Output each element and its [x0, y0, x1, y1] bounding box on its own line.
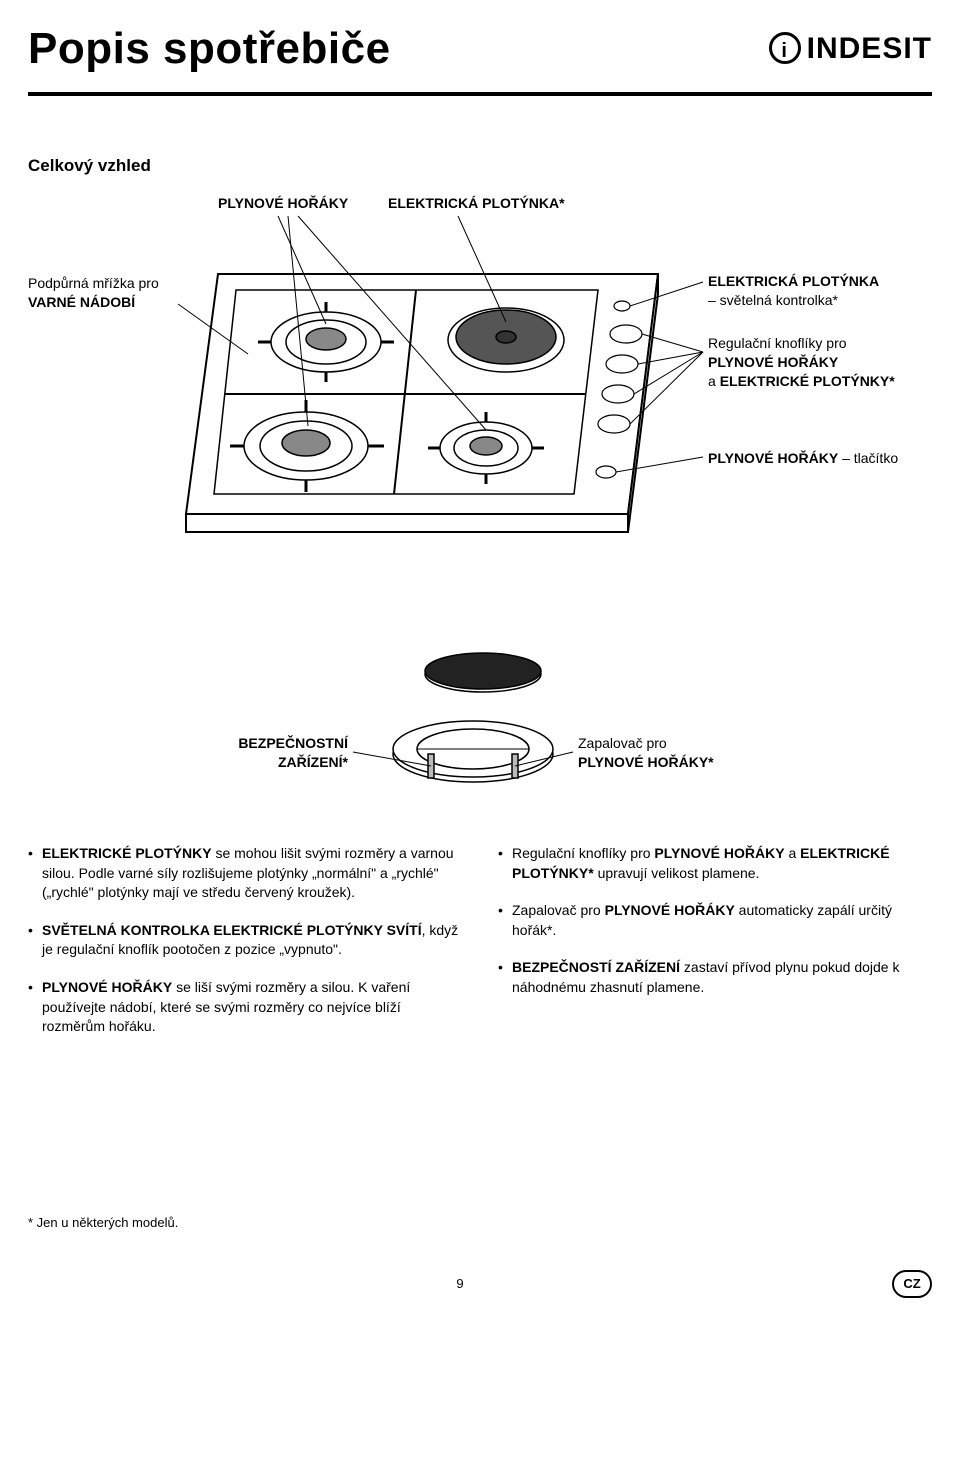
language-badge: CZ — [892, 1270, 932, 1298]
page-title: Popis spotřebiče — [28, 24, 391, 74]
burner-detail-svg — [28, 634, 932, 814]
left-column: ELEKTRICKÉ PLOTÝNKY se mohou lišit svými… — [28, 844, 462, 1055]
header: Popis spotřebiče INDESIT — [28, 24, 932, 74]
page-footer: 9 CZ — [28, 1270, 932, 1298]
hob-diagram: PLYNOVÉ HOŘÁKY ELEKTRICKÁ PLOTÝNKA* Podp… — [28, 194, 932, 574]
list-item: SVĚTELNÁ KONTROLKA ELEKTRICKÉ PLOTÝNKY S… — [28, 921, 462, 960]
logo-i-icon — [769, 32, 801, 64]
burner-detail-diagram: BEZPEČNOSTNÍ ZAŘÍZENÍ* Zapalovač pro PLY… — [28, 634, 932, 814]
brand-logo: INDESIT — [769, 32, 932, 66]
description-columns: ELEKTRICKÉ PLOTÝNKY se mohou lišit svými… — [28, 844, 932, 1055]
title-divider — [28, 92, 932, 96]
list-item: BEZPEČNOSTÍ ZAŘÍZENÍ zastaví přívod plyn… — [498, 958, 932, 997]
right-column: Regulační knoflíky pro PLYNOVÉ HOŘÁKY a … — [498, 844, 932, 1055]
footnote: * Jen u některých modelů. — [28, 1215, 932, 1230]
list-item: Zapalovač pro PLYNOVÉ HOŘÁKY automaticky… — [498, 901, 932, 940]
list-item: Regulační knoflíky pro PLYNOVÉ HOŘÁKY a … — [498, 844, 932, 883]
list-item: ELEKTRICKÉ PLOTÝNKY se mohou lišit svými… — [28, 844, 462, 903]
hob-svg — [28, 194, 932, 574]
list-item: PLYNOVÉ HOŘÁKY se liší svými rozměry a s… — [28, 978, 462, 1037]
overview-label: Celkový vzhled — [28, 156, 932, 176]
page-number: 9 — [456, 1276, 463, 1291]
